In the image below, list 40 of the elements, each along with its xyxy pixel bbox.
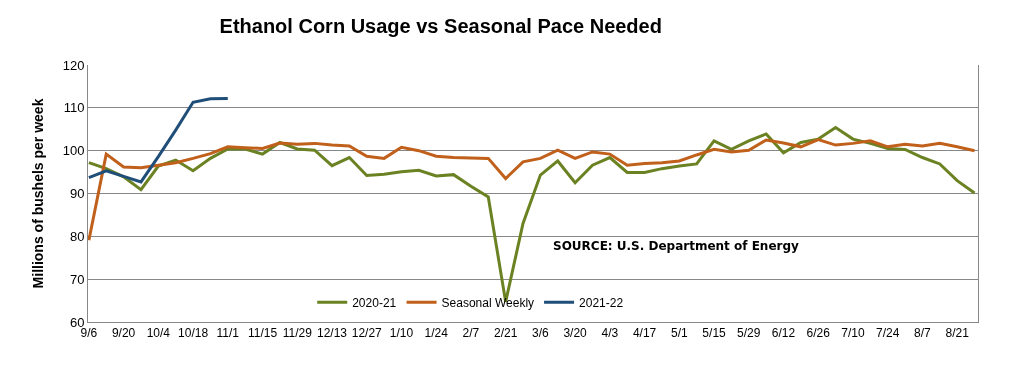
y-tick-label: 70 — [69, 271, 85, 287]
x-tick-label: 7/10 — [841, 326, 865, 341]
y-tick-label: 100 — [62, 143, 85, 159]
x-tick-label: 9/20 — [111, 326, 136, 341]
y-tick-label: 90 — [69, 186, 85, 202]
x-tick-label: 2/7 — [462, 326, 480, 341]
x-tick-label: 6/26 — [806, 326, 831, 341]
x-tick-label: 11/29 — [282, 326, 313, 341]
x-tick-label: 7/24 — [876, 326, 900, 341]
x-tick-label: 8/7 — [914, 326, 932, 341]
x-tick-label: 1/24 — [424, 326, 449, 341]
line-series — [88, 138, 977, 242]
y-tick-label: 120 — [62, 57, 85, 73]
x-tick-label: 11/1 — [216, 326, 240, 341]
x-tick-label: 1/10 — [389, 326, 414, 341]
x-tick-label: 2/21 — [493, 326, 518, 341]
x-tick-label: 10/18 — [178, 326, 209, 341]
y-tick-label: 80 — [69, 228, 85, 244]
x-tick-label: 4/17 — [632, 326, 657, 341]
x-tick-label: 3/20 — [563, 326, 588, 341]
x-tick-label: 11/15 — [247, 326, 278, 341]
x-tick-label: 12/27 — [351, 326, 383, 341]
legend-label: 2020-21 — [352, 296, 397, 311]
y-axis-title: Millions of bushels per week — [30, 98, 47, 289]
x-tick-label: 5/1 — [670, 326, 688, 341]
x-tick-label: 12/13 — [316, 326, 348, 341]
line-series — [88, 96, 230, 184]
x-tick-label: 6/12 — [771, 326, 796, 341]
x-tick-label: 5/15 — [702, 326, 727, 341]
x-tick-label: 10/4 — [146, 326, 171, 341]
x-tick-label: 4/3 — [601, 326, 619, 341]
x-tick-label: 9/6 — [80, 326, 98, 341]
annotation: SOURCE: U.S. Department of Energy — [553, 239, 800, 253]
chart-title: Ethanol Corn Usage vs Seasonal Pace Needed — [219, 14, 662, 37]
x-tick-label: 5/29 — [737, 326, 761, 341]
legend-label: 2021-22 — [579, 296, 624, 311]
y-tick-label: 110 — [63, 100, 85, 116]
legend-label: Seasonal Weekly — [441, 296, 535, 311]
x-tick-label: 3/6 — [532, 326, 550, 341]
x-tick-label: 8/21 — [945, 326, 970, 341]
